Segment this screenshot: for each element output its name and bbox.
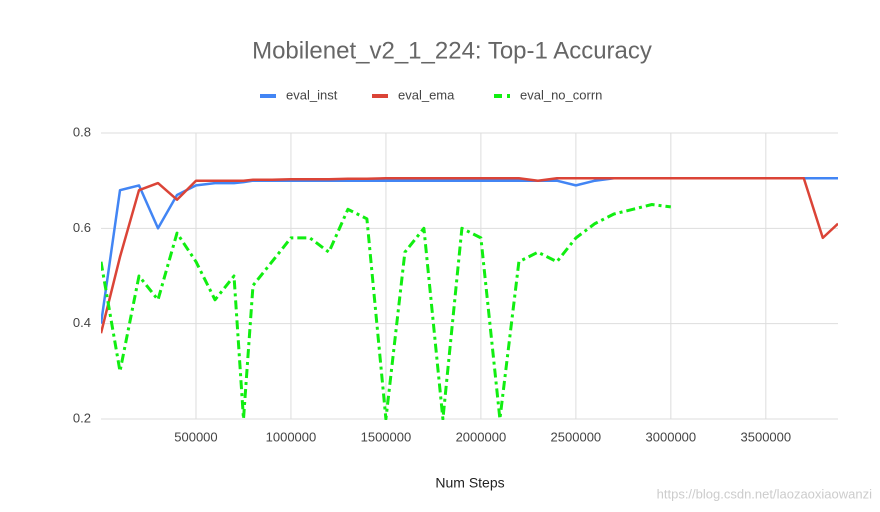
y-tick-label: 0.8 (73, 124, 91, 139)
x-tick-label: 500000 (174, 429, 217, 444)
y-tick-label: 0.2 (73, 410, 91, 425)
x-tick-label: 1500000 (361, 429, 412, 444)
x-tick-label: 2500000 (551, 429, 602, 444)
legend-item: eval_ema (372, 87, 455, 102)
watermark: https://blog.csdn.net/laozaoxiaowanzi (657, 486, 872, 501)
plot-area (101, 177, 838, 420)
legend-label: eval_no_corrn (520, 87, 602, 102)
x-tick-label: 3500000 (741, 429, 792, 444)
x-tick-label: 3000000 (646, 429, 697, 444)
legend-label: eval_ema (398, 87, 455, 102)
series-line (101, 177, 838, 334)
x-tick-label: 1000000 (266, 429, 317, 444)
y-tick-label: 0.4 (73, 315, 91, 330)
chart-title: Mobilenet_v2_1_224: Top-1 Accuracy (252, 37, 652, 64)
x-tick-label: 2000000 (456, 429, 507, 444)
series-line (101, 203, 671, 420)
legend-item: eval_inst (260, 87, 338, 102)
series-line (101, 177, 838, 324)
legend-label: eval_inst (286, 87, 338, 102)
x-axis-label: Num Steps (435, 475, 504, 491)
legend-item: eval_no_corrn (494, 87, 602, 102)
y-tick-label: 0.6 (73, 220, 91, 235)
